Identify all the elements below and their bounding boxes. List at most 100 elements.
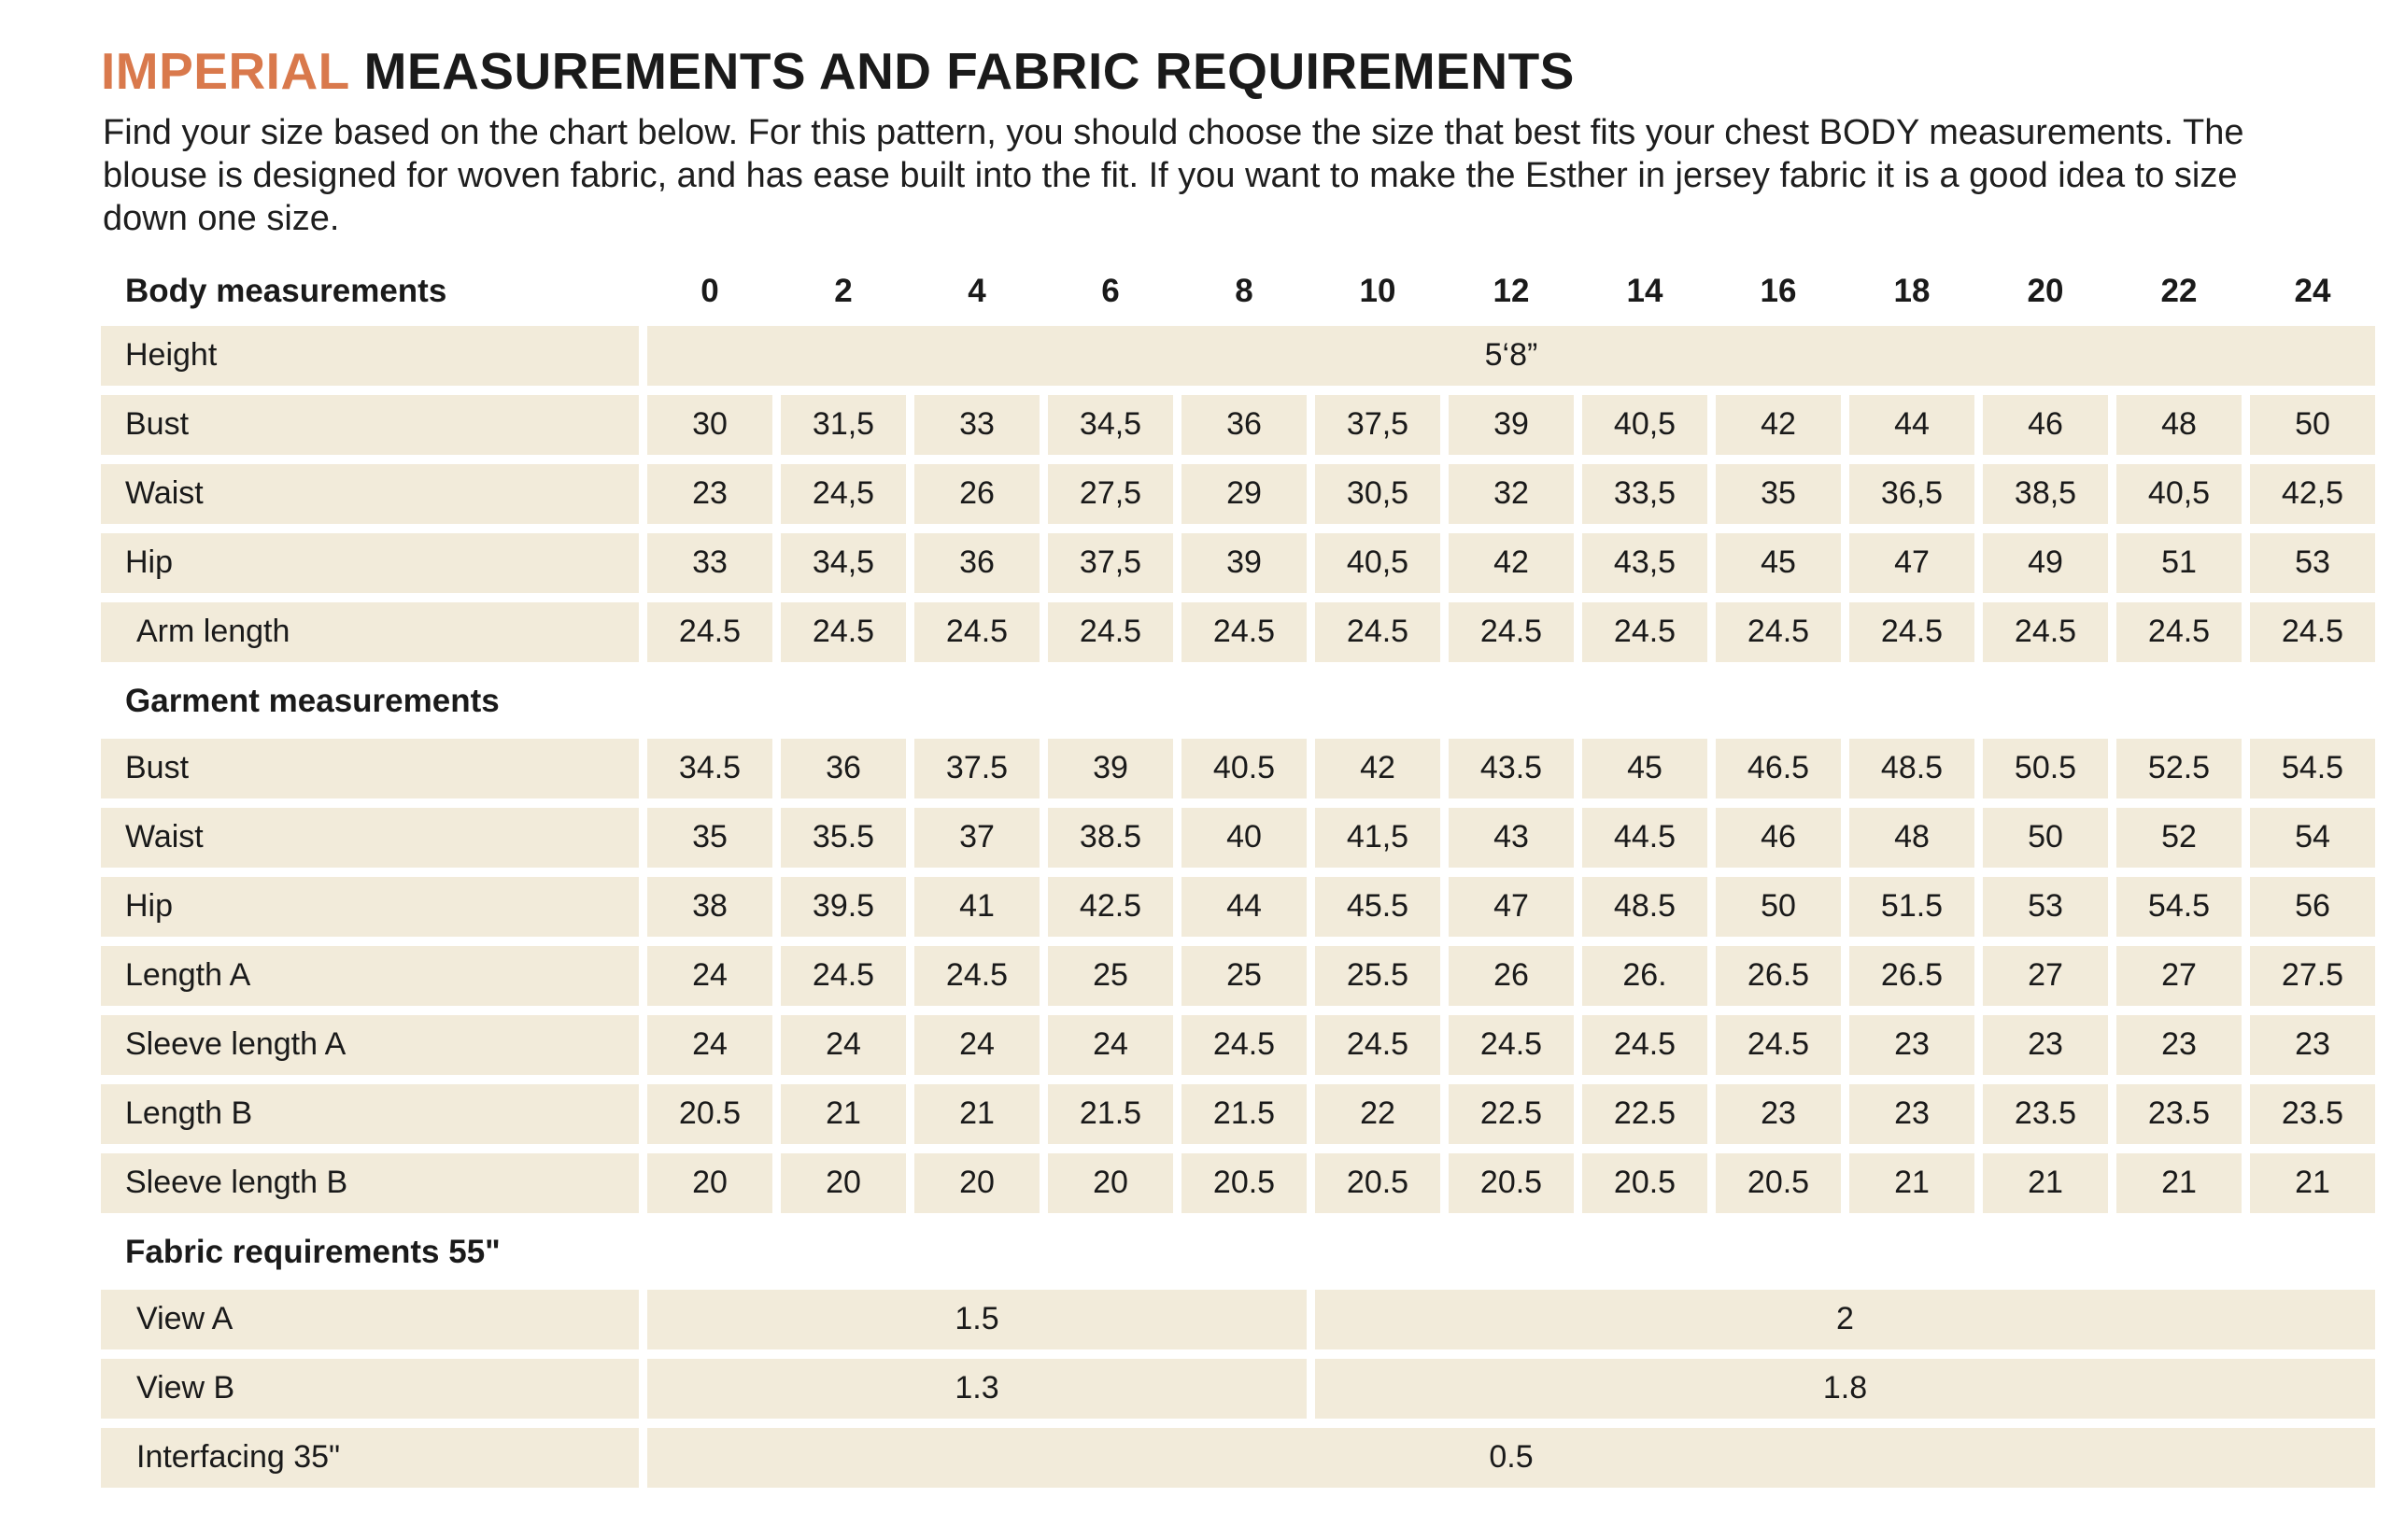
measurement-value-cell: 48.5 [1582, 876, 1707, 937]
measurement-value-cell: 45 [1582, 738, 1707, 798]
measurement-value-cell: 21.5 [1048, 1083, 1173, 1144]
measurement-value-cell: 20 [781, 1152, 906, 1213]
table-row: View B 1.3 1.8 [101, 1358, 2375, 1419]
table-row: Waist 35 35.5 37 38.5 40 41,5 43 44.5 46 48 50 52 54 [101, 807, 2375, 868]
measurement-value-cell: 50 [2250, 394, 2375, 455]
measurement-value-cell: 43.5 [1449, 738, 1574, 798]
measurement-value-cell: 24 [781, 1014, 906, 1075]
measurement-value-cell: 24.5 [1983, 601, 2108, 662]
measurement-value-cell: 24.5 [1181, 1014, 1307, 1075]
section-heading: Fabric requirements 55" [125, 1233, 501, 1270]
measurement-value-cell: 29 [1181, 463, 1307, 524]
size-column-header: 24 [2294, 272, 2331, 309]
measurement-value-cell: 24.5 [1181, 601, 1307, 662]
measurement-value-cell: 21.5 [1181, 1083, 1307, 1144]
table-row: Arm length 24.5 24.5 24.5 24.5 24.5 24.5 24.5 24… [101, 601, 2375, 662]
measurement-value-cell: 24.5 [1716, 601, 1841, 662]
row-label: View A [101, 1289, 639, 1349]
measurement-value-cell: 34,5 [781, 532, 906, 593]
measurement-value-cell: 25 [1181, 945, 1307, 1006]
measurement-value-cell: 37 [914, 807, 1040, 868]
measurement-value-cell: 24.5 [1582, 601, 1707, 662]
measurement-value-cell: 44 [1181, 876, 1307, 937]
measurement-value-cell: 51 [2116, 532, 2242, 593]
measurement-value-cell: 22.5 [1582, 1083, 1707, 1144]
measurement-value-cell: 37.5 [914, 738, 1040, 798]
measurement-value-cell: 24.5 [1582, 1014, 1707, 1075]
measurement-value-cell: 42,5 [2250, 463, 2375, 524]
row-label: Bust [101, 394, 639, 455]
measurement-value-cell: 23 [2250, 1014, 2375, 1075]
measurement-value-cell: 41,5 [1315, 807, 1440, 868]
measurement-value-cell: 36,5 [1849, 463, 1974, 524]
measurement-value-cell: 39.5 [781, 876, 906, 937]
measurement-value-cell: 20.5 [1315, 1152, 1440, 1213]
measurement-value-cell: 23 [1849, 1014, 1974, 1075]
measurement-value-cell: 26 [914, 463, 1040, 524]
measurement-value-cell: 31,5 [781, 394, 906, 455]
measurement-value-cell: 40,5 [1582, 394, 1707, 455]
measurement-value-cell: 20.5 [1449, 1152, 1574, 1213]
size-column-header: 4 [968, 272, 986, 309]
size-column-header: 14 [1626, 272, 1663, 309]
measurement-value-cell: 42 [1315, 738, 1440, 798]
measurement-value-cell: 30,5 [1315, 463, 1440, 524]
size-column-header: 16 [1760, 272, 1797, 309]
measurement-value-cell: 24 [647, 1014, 772, 1075]
measurement-value-cell: 39 [1449, 394, 1574, 455]
measurement-value-cell: 54.5 [2250, 738, 2375, 798]
row-label: Length A [101, 945, 639, 1006]
measurement-value-cell: 50 [1983, 807, 2108, 868]
measurement-value-cell: 47 [1849, 532, 1974, 593]
measurement-value-cell: 35 [647, 807, 772, 868]
row-label: Height [101, 325, 639, 386]
measurement-value-cell: 24,5 [781, 463, 906, 524]
measurement-value-cell: 20.5 [647, 1083, 772, 1144]
row-label: Waist [101, 463, 639, 524]
measurement-value-cell: 33,5 [1582, 463, 1707, 524]
section-heading: Garment measurements [125, 682, 500, 719]
measurement-value-cell: 53 [2250, 532, 2375, 593]
measurement-value-cell: 48 [2116, 394, 2242, 455]
size-column-header: 8 [1235, 272, 1253, 309]
measurement-value-cell: 40.5 [1181, 738, 1307, 798]
row-label: Interfacing 35" [101, 1427, 639, 1488]
measurement-value-cell: 33 [647, 532, 772, 593]
measurement-value-cell: 24.5 [1849, 601, 1974, 662]
measurement-value-cell: 20 [647, 1152, 772, 1213]
measurement-value-cell: 27 [1983, 945, 2108, 1006]
row-label: Arm length [101, 601, 639, 662]
table-row: Sleeve length A 24 24 24 24 24.5 24.5 24.5 24.5 2… [101, 1014, 2375, 1075]
measurement-value-cell: 27.5 [2250, 945, 2375, 1006]
measurement-value-cell: 32 [1449, 463, 1574, 524]
measurement-value-cell: 37,5 [1048, 532, 1173, 593]
measurement-value-cell: 25.5 [1315, 945, 1440, 1006]
table-row: Waist 23 24,5 26 27,5 29 30,5 32 33,5 35 36,5 38,5 4… [101, 463, 2375, 524]
measurement-value-cell: 24.5 [1315, 1014, 1440, 1075]
table-row: Bust 34.5 36 37.5 39 40.5 42 43.5 45 46.5 48.5 50.5… [101, 738, 2375, 798]
size-table: Body measurements 0 2 4 6 8 10 12 14 16 18 20 22 24 He… [101, 269, 2375, 1488]
measurement-value-cell: 42.5 [1048, 876, 1173, 937]
measurement-value-cell: 42 [1716, 394, 1841, 455]
measurement-value-cell: 35.5 [781, 807, 906, 868]
measurement-value-cell: 52.5 [2116, 738, 2242, 798]
measurement-value-cell: 26.5 [1716, 945, 1841, 1006]
table-row: Sleeve length B 20 20 20 20 20.5 20.5 20.5 20.5 2… [101, 1152, 2375, 1213]
measurement-value-cell: 39 [1181, 532, 1307, 593]
measurement-value-cell: 24.5 [1048, 601, 1173, 662]
size-column-header: 10 [1359, 272, 1396, 309]
measurement-value-cell: 24.5 [647, 601, 772, 662]
size-column-header: 22 [2160, 272, 2198, 309]
row-label: Sleeve length B [101, 1152, 639, 1213]
measurement-value-cell: 21 [914, 1083, 1040, 1144]
size-column-header: 12 [1493, 272, 1530, 309]
fabric-left-span-cell: 1.3 [647, 1358, 1307, 1419]
row-label: Waist [101, 807, 639, 868]
measurement-value-cell: 52 [2116, 807, 2242, 868]
measurement-value-cell: 38.5 [1048, 807, 1173, 868]
row-label: Hip [101, 532, 639, 593]
measurement-value-cell: 44.5 [1582, 807, 1707, 868]
size-column-header: 20 [2027, 272, 2064, 309]
span-value-cell: 0.5 [647, 1427, 2375, 1488]
row-label: Body measurements [125, 272, 447, 309]
